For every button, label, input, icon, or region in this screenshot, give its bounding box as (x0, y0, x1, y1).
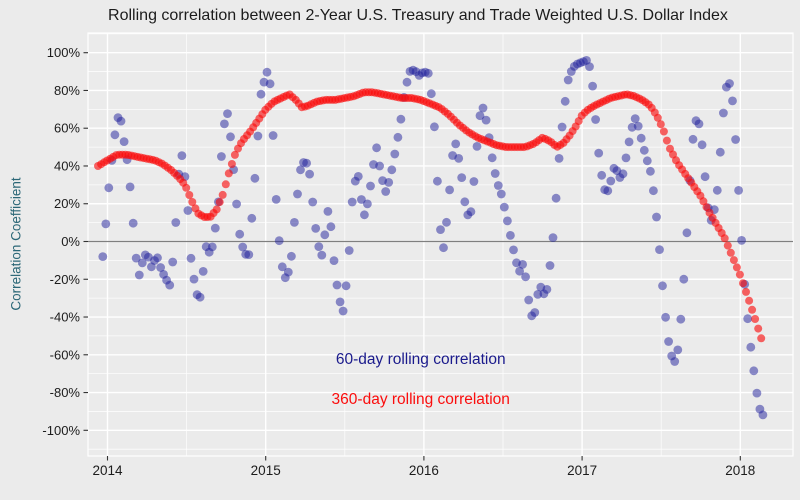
y-tick-label: 0% (61, 234, 80, 249)
y-tick-label: 100% (47, 45, 81, 60)
y-tick-label: 60% (54, 121, 80, 136)
y-tick-label: 80% (54, 83, 80, 98)
y-tick-label: -80% (50, 385, 81, 400)
panel-border (87, 32, 794, 457)
gridlines-minor (88, 33, 793, 456)
x-tick-label: 2014 (92, 463, 123, 478)
y-tick-label: -60% (50, 347, 81, 362)
y-tick-label: -40% (50, 310, 81, 325)
axis-ticks: 2014 2015 2016 2017 2018 100% 80% 60% 40% 20% 0% -2… (42, 45, 755, 478)
y-tick-label: 40% (54, 158, 80, 173)
series-360day-line (94, 88, 766, 343)
x-tick-label: 2016 (409, 463, 439, 478)
x-tick-label: 2015 (251, 463, 281, 478)
x-tick-label: 2018 (725, 463, 755, 478)
y-tick-label: -20% (50, 272, 81, 287)
chart-title: Rolling correlation between 2-Year U.S. … (108, 7, 728, 24)
legend-360day-label: 360-day rolling correlation (331, 391, 510, 409)
y-tick-label: -100% (42, 423, 80, 438)
x-tick-label: 2017 (567, 463, 597, 478)
series-60day-points (98, 56, 768, 420)
legend-60day-label: 60-day rolling correlation (335, 351, 506, 369)
y-tick-label: 20% (54, 196, 80, 211)
